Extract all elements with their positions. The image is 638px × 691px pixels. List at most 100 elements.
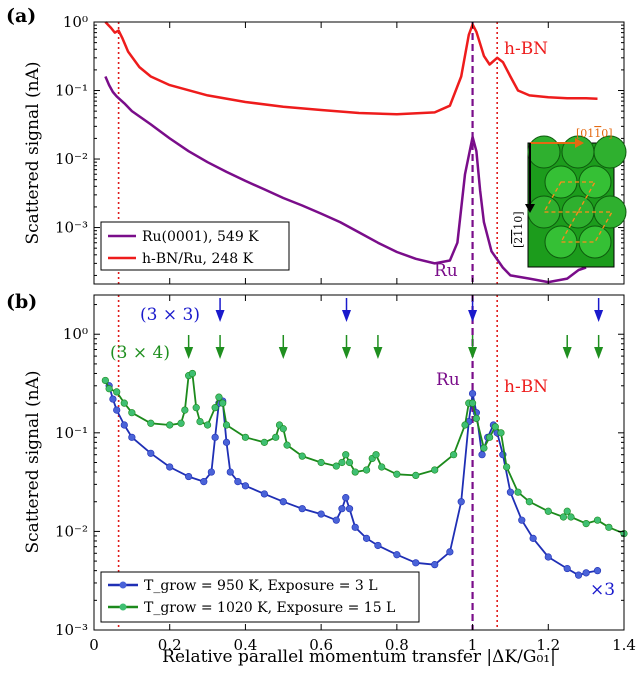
data-point (211, 433, 219, 441)
data-point (559, 513, 568, 521)
data-point (177, 419, 185, 427)
data-point (203, 421, 212, 429)
series-line-1 (108, 385, 598, 577)
data-point (211, 404, 219, 412)
y-tick-label: 10⁰ (63, 13, 88, 31)
arrow-marker-head (215, 347, 225, 359)
data-point (181, 406, 189, 414)
data-point (544, 507, 552, 515)
data-point (351, 523, 359, 531)
axes-frame-b (93, 294, 625, 631)
data-point (544, 553, 552, 561)
data-point (486, 433, 494, 441)
y-tick-label: 10⁻³ (55, 219, 88, 237)
data-point (563, 564, 571, 573)
legend-b-item-2: T_grow = 1020 K, Exposure = 15 L (144, 600, 395, 616)
inset-lattice: [0110] [2110] (512, 127, 627, 268)
annotation-3x3: (3 × 3) (140, 305, 200, 325)
data-point (120, 421, 128, 429)
data-point (491, 423, 499, 431)
series-line-2 (104, 21, 598, 116)
data-point (342, 451, 350, 459)
data-point (468, 389, 477, 398)
data-point (374, 541, 382, 550)
data-point (506, 488, 515, 496)
arrow-marker-head (594, 347, 604, 359)
data-point (279, 425, 287, 433)
data-point (574, 571, 583, 579)
arrow-marker-head (342, 347, 352, 359)
data-point (185, 472, 193, 481)
arrow-marker-head (468, 347, 478, 359)
data-point (222, 421, 231, 429)
data-point (345, 505, 354, 513)
data-point (431, 466, 439, 474)
y-axis-label-b: Scattered signal (nA) (23, 371, 43, 554)
data-point (317, 458, 325, 467)
panel-a: 10⁰ 10⁻¹ 10⁻² 10⁻³ (a) Scattered signal (nA… (6, 5, 627, 285)
data-point (234, 478, 242, 486)
x-tick-label: 1.4 (612, 636, 636, 654)
data-point (472, 414, 480, 423)
data-point (101, 376, 109, 385)
y-tick-label: 10⁻³ (55, 621, 88, 639)
data-point (120, 399, 128, 407)
data-point (338, 458, 346, 467)
data-point (188, 369, 197, 378)
data-point (567, 513, 575, 521)
data-point (317, 510, 325, 518)
annotation-x3: ×3 (590, 580, 615, 600)
data-point (362, 534, 371, 542)
y-tick-label: 10⁻¹ (55, 424, 88, 442)
data-point (431, 561, 439, 569)
arrow-marker-head (342, 310, 352, 322)
data-point (128, 433, 136, 441)
annotation-ru-b: Ru (436, 370, 460, 390)
data-point (147, 449, 155, 457)
data-point (342, 494, 350, 502)
arrow-marker-head (594, 310, 604, 322)
y-tick-label: 10⁻² (55, 522, 88, 540)
data-point (222, 438, 231, 446)
legend-a-item-2: h-BN/Ru, 248 K (142, 251, 254, 267)
data-point (279, 498, 287, 506)
data-point (166, 421, 174, 429)
data-point (260, 490, 268, 498)
x-tick-label: 0.6 (309, 636, 333, 654)
inset-label-side: [2110] (512, 211, 525, 248)
x-tick-label: 0.2 (158, 636, 182, 654)
data-point (345, 458, 354, 467)
inset-label-top: [0110] (576, 127, 613, 140)
data-point (128, 409, 136, 417)
y-tick-label: 10⁰ (63, 325, 88, 343)
data-point (283, 441, 291, 449)
data-point (298, 505, 306, 513)
x-axis-label: Relative parallel momentum transfer |ΔK/… (162, 647, 556, 667)
legend-a: Ru(0001), 549 K h-BN/Ru, 248 K (100, 221, 290, 271)
arrow-marker-head (468, 310, 478, 322)
panel-label-a: (a) (6, 5, 36, 27)
y-tick-label: 10⁻¹ (55, 82, 88, 100)
data-point (215, 393, 223, 401)
data-point (480, 444, 488, 452)
data-point (412, 559, 420, 567)
data-point (166, 463, 174, 471)
data-point (147, 419, 155, 427)
data-point (446, 548, 454, 556)
data-point (338, 505, 346, 513)
data-point (362, 466, 371, 474)
data-point (593, 567, 602, 575)
data-point (393, 470, 401, 478)
x-tick-label: 1 (468, 636, 478, 654)
data-point (196, 417, 204, 426)
data-point (207, 468, 215, 476)
data-point (518, 516, 526, 524)
data-point (332, 516, 340, 524)
y-tick-label: 10⁻² (55, 150, 88, 168)
data-point (113, 388, 121, 396)
data-point (226, 468, 234, 476)
series-line-1 (104, 76, 587, 284)
data-point (605, 523, 613, 531)
data-point (393, 551, 401, 559)
